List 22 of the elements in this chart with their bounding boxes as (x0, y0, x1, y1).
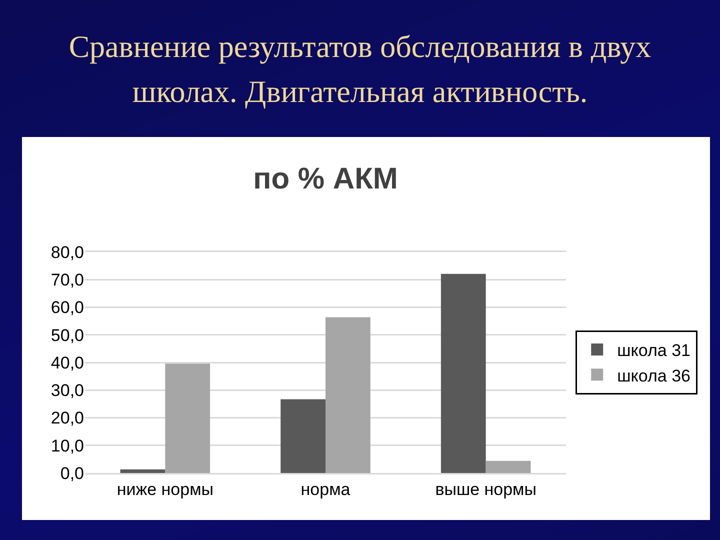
y-tick-label: 30,0 (50, 381, 84, 400)
chart-title: Сравнение результатов обследования в двух школах. Двигательная активность. (68, 28, 652, 111)
bar (440, 274, 486, 473)
bar (280, 399, 326, 473)
y-tick-label: 0,0 (60, 464, 84, 483)
x-tick-label: ниже нормы (116, 480, 214, 499)
x-tick-label: выше нормы (435, 480, 536, 499)
y-tick-label: 40,0 (50, 353, 84, 372)
legend-label: школа 36 (617, 366, 690, 386)
y-tick-label: 50,0 (50, 326, 84, 345)
chart-subtitle: по % АКМ (253, 162, 398, 196)
y-tick-label: 20,0 (50, 408, 84, 428)
bar (326, 317, 370, 473)
y-tick-label: 80,0 (50, 242, 84, 262)
bar (486, 460, 531, 473)
x-tick-label: норма (300, 480, 351, 499)
y-tick-label: 70,0 (50, 270, 84, 290)
legend-label: школа 31 (617, 341, 690, 360)
bar (120, 469, 166, 473)
y-tick-label: 10,0 (50, 436, 84, 456)
bar (165, 364, 210, 473)
y-tick-label: 60,0 (50, 298, 84, 318)
